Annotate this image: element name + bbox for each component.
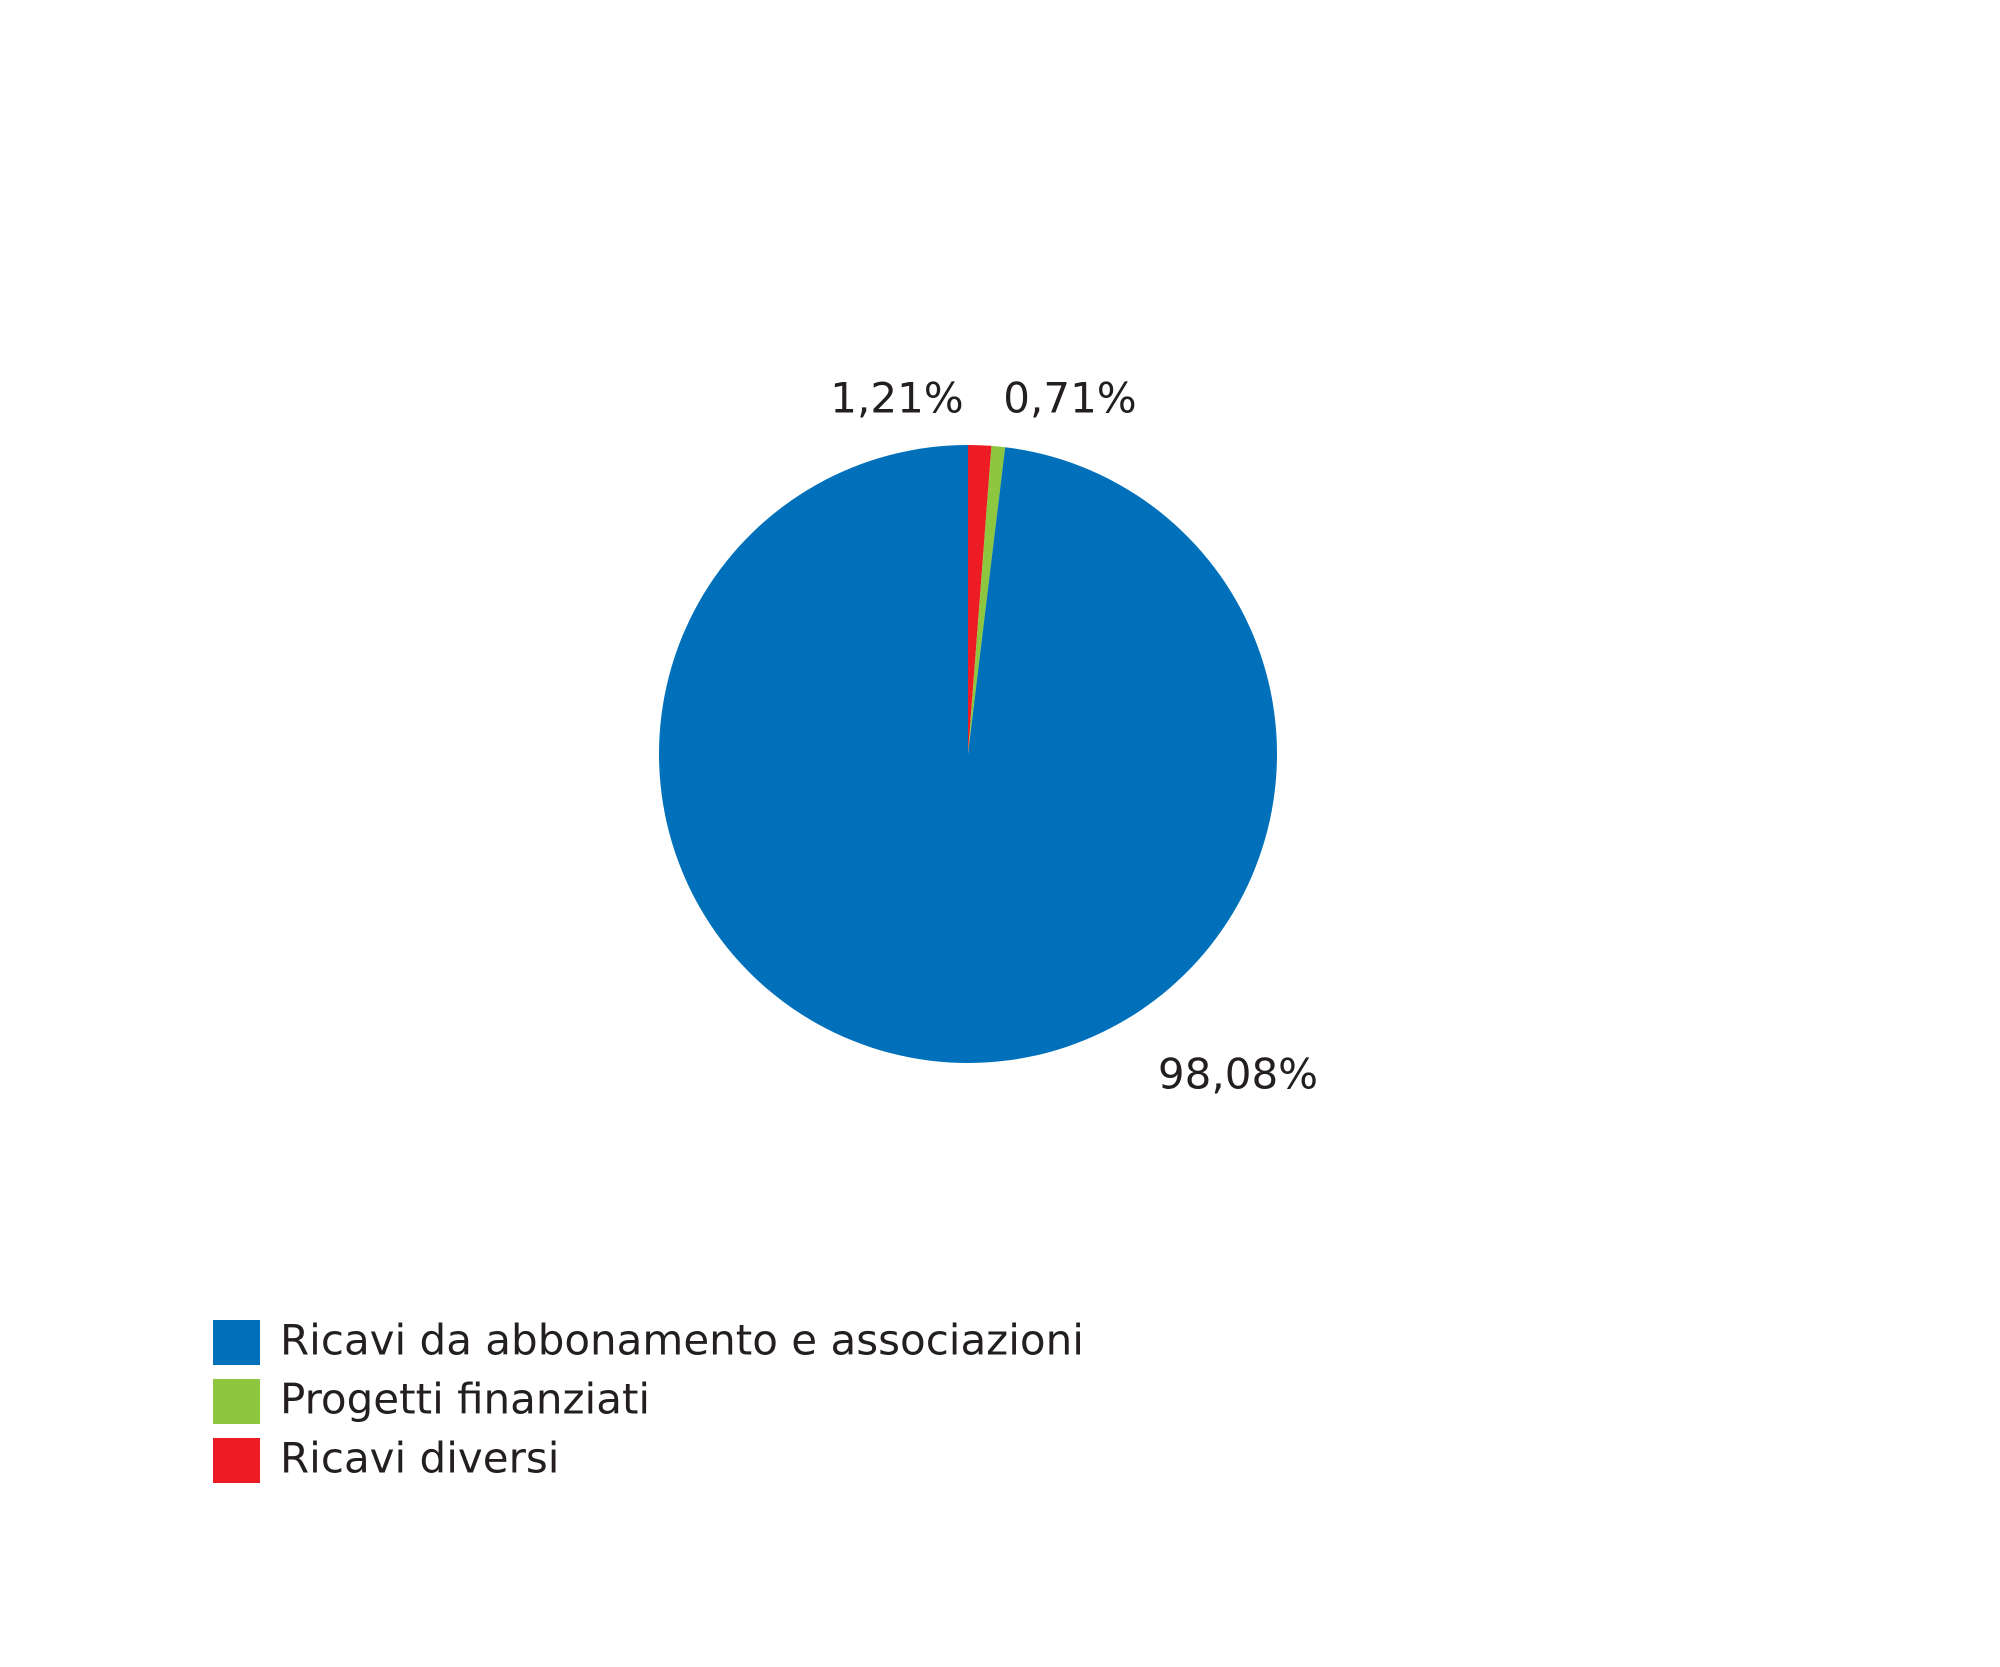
data-label: 1,21% bbox=[830, 374, 963, 423]
legend-swatch bbox=[213, 1320, 260, 1365]
pie-slice bbox=[968, 445, 992, 754]
legend-swatch bbox=[213, 1438, 260, 1483]
legend-label: Progetti finanziati bbox=[280, 1375, 650, 1424]
legend-label: Ricavi diversi bbox=[280, 1434, 559, 1483]
pie-slice bbox=[968, 445, 1006, 754]
pie-slice bbox=[659, 445, 1278, 1063]
data-label: 0,71% bbox=[1003, 374, 1136, 423]
legend-swatch bbox=[213, 1379, 260, 1424]
legend-label: Ricavi da abbonamento e associazioni bbox=[280, 1316, 1084, 1365]
data-label: 98,08% bbox=[1158, 1050, 1318, 1099]
